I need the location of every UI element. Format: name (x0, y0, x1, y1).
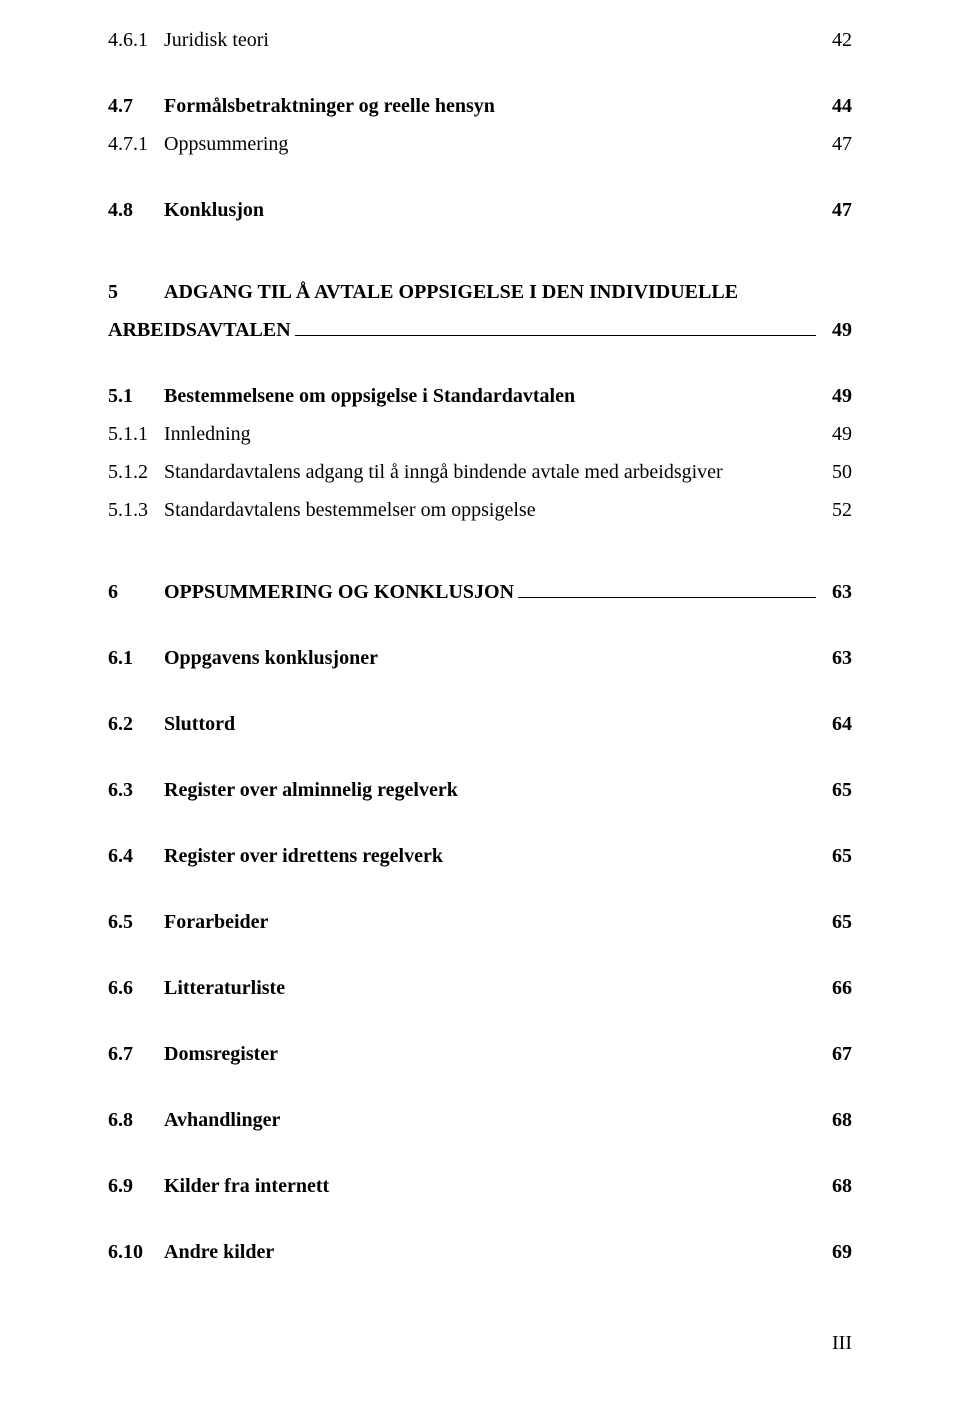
toc-entry-page: 68 (820, 1108, 852, 1132)
toc-entry: 6.2Sluttord 64 (108, 712, 852, 736)
toc-entry: 6.4Register over idrettens regelverk 65 (108, 844, 852, 868)
toc-entry-number: 6.3 (108, 778, 164, 802)
toc-entry-title: Juridisk teori (164, 28, 269, 52)
toc-entry-page: 44 (820, 94, 852, 118)
toc-entry: 5.1Bestemmelsene om oppsigelse i Standar… (108, 384, 852, 408)
toc-entry: 5ADGANG TIL Å AVTALE OPPSIGELSE I DEN IN… (108, 280, 852, 342)
toc-entry-number: 6.7 (108, 1042, 164, 1066)
toc-entry-number: 5.1.1 (108, 422, 164, 446)
toc-entry-number: 4.6.1 (108, 28, 164, 52)
toc-entry-title: Andre kilder (164, 1240, 274, 1264)
toc-entry-page: 49 (820, 384, 852, 408)
toc-entry-title: Kilder fra internett (164, 1174, 329, 1198)
toc-entry: 5.1.2Standardavtalens adgang til å inngå… (108, 460, 852, 484)
toc-entry: 6.8Avhandlinger 68 (108, 1108, 852, 1132)
toc-entry-number: 6.9 (108, 1174, 164, 1198)
toc-entry: 6.7Domsregister 67 (108, 1042, 852, 1066)
toc-entry-title: Domsregister (164, 1042, 278, 1066)
toc-entry-page: 65 (820, 778, 852, 802)
toc-entry: 4.7Formålsbetraktninger og reelle hensyn… (108, 94, 852, 118)
toc-entry-page: 49 (820, 422, 852, 446)
toc-entry-number: 5 (108, 280, 164, 304)
toc-entry: 6OPPSUMMERING OG KONKLUSJON 63 (108, 580, 852, 604)
toc-entry-page: 64 (820, 712, 852, 736)
toc-entry-title: Konklusjon (164, 198, 264, 222)
toc-entry-number: 4.8 (108, 198, 164, 222)
toc-entry-page: 42 (820, 28, 852, 52)
toc-entry-title: Formålsbetraktninger og reelle hensyn (164, 94, 495, 118)
toc-underline-fill (295, 335, 816, 336)
toc-entry-page: 52 (820, 498, 852, 522)
toc-entry-number: 6.5 (108, 910, 164, 934)
toc-entry-title: Standardavtalens bestemmelser om oppsige… (164, 498, 536, 522)
toc-entry-title: Sluttord (164, 712, 235, 736)
toc-entry: 4.7.1Oppsummering 47 (108, 132, 852, 156)
table-of-contents: 4.6.1Juridisk teori 42 4.7Formålsbetraktni… (108, 28, 852, 1264)
toc-entry-number: 5.1.3 (108, 498, 164, 522)
toc-entry-title: Avhandlinger (164, 1108, 280, 1132)
toc-entry-title: Innledning (164, 422, 251, 446)
toc-entry-title: OPPSUMMERING OG KONKLUSJON (164, 580, 514, 604)
toc-entry-page: 63 (820, 646, 852, 670)
toc-entry-page: 69 (820, 1240, 852, 1264)
toc-entry-number: 5.1.2 (108, 460, 164, 484)
toc-entry-number: 4.7 (108, 94, 164, 118)
toc-entry-page: 47 (820, 132, 852, 156)
toc-entry: 6.6Litteraturliste 66 (108, 976, 852, 1000)
toc-entry-title-line2: ARBEIDSAVTALEN (108, 318, 291, 342)
page-number-footer: III (832, 1332, 852, 1355)
toc-entry-number: 5.1 (108, 384, 164, 408)
toc-entry-title: ADGANG TIL Å AVTALE OPPSIGELSE I DEN IND… (164, 280, 738, 304)
toc-entry: 4.6.1Juridisk teori 42 (108, 28, 852, 52)
toc-entry-title: Register over idrettens regelverk (164, 844, 443, 868)
toc-entry-number: 6 (108, 580, 164, 604)
toc-underline-fill (518, 597, 816, 598)
toc-entry-number: 6.10 (108, 1240, 164, 1264)
toc-entry-title: Register over alminnelig regelverk (164, 778, 458, 802)
toc-entry-page: 49 (820, 318, 852, 342)
toc-entry-number: 6.8 (108, 1108, 164, 1132)
toc-entry: 4.8Konklusjon 47 (108, 198, 852, 222)
toc-entry-title: Oppgavens konklusjoner (164, 646, 378, 670)
toc-entry-page: 65 (820, 844, 852, 868)
toc-entry-title: Oppsummering (164, 132, 288, 156)
toc-entry-number: 6.4 (108, 844, 164, 868)
toc-entry: 6.3Register over alminnelig regelverk 65 (108, 778, 852, 802)
toc-entry: 6.5Forarbeider 65 (108, 910, 852, 934)
toc-entry-page: 66 (820, 976, 852, 1000)
toc-entry-title: Litteraturliste (164, 976, 285, 1000)
toc-entry-number: 6.2 (108, 712, 164, 736)
toc-entry-page: 67 (820, 1042, 852, 1066)
toc-entry-page: 50 (820, 460, 852, 484)
toc-entry: 6.10Andre kilder 69 (108, 1240, 852, 1264)
toc-entry: 5.1.3Standardavtalens bestemmelser om op… (108, 498, 852, 522)
toc-entry-title: Forarbeider (164, 910, 268, 934)
toc-entry-page: 47 (820, 198, 852, 222)
toc-entry: 6.1Oppgavens konklusjoner 63 (108, 646, 852, 670)
toc-entry-number: 6.6 (108, 976, 164, 1000)
toc-entry-title: Standardavtalens adgang til å inngå bind… (164, 460, 723, 484)
toc-entry: 6.9Kilder fra internett 68 (108, 1174, 852, 1198)
toc-entry-page: 65 (820, 910, 852, 934)
toc-entry-page: 68 (820, 1174, 852, 1198)
toc-entry-page: 63 (820, 580, 852, 604)
toc-entry: 5.1.1Innledning 49 (108, 422, 852, 446)
toc-entry-number: 4.7.1 (108, 132, 164, 156)
toc-entry-number: 6.1 (108, 646, 164, 670)
toc-entry-title: Bestemmelsene om oppsigelse i Standardav… (164, 384, 575, 408)
